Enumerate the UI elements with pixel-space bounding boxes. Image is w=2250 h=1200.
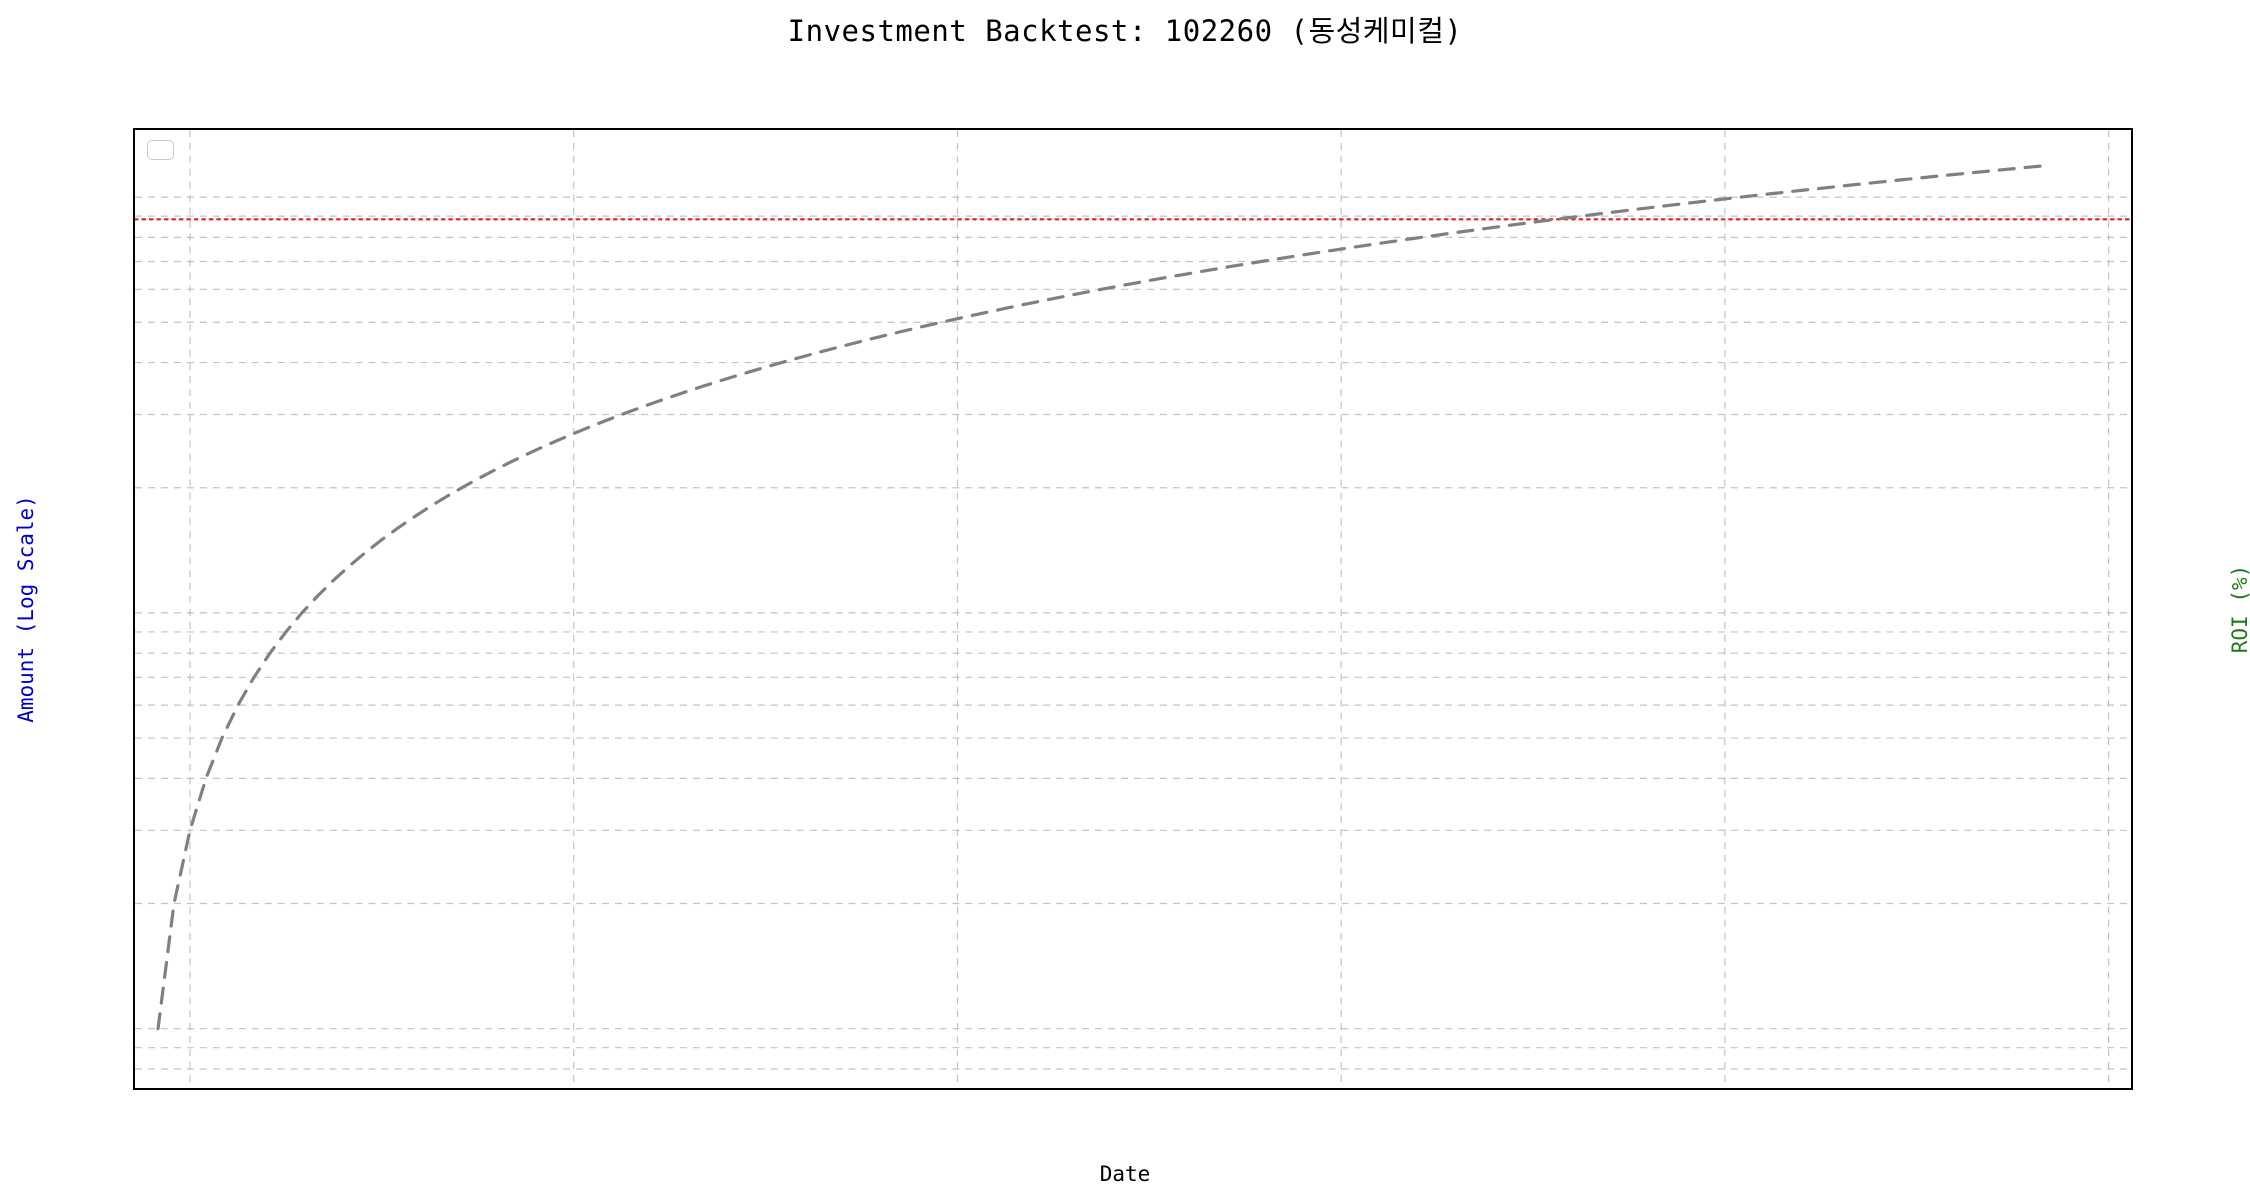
y-axis-right-label: ROI (%)	[2228, 564, 2250, 654]
plot-svg	[135, 130, 2131, 1088]
vertical-gridlines	[189, 130, 2110, 1088]
series-line	[156, 164, 2047, 1031]
x-axis-label: Date	[1099, 1162, 1151, 1186]
horizontal-gridlines	[135, 196, 2131, 1070]
data-series	[156, 164, 2047, 1031]
legend	[147, 140, 174, 160]
page-title: Investment Backtest: 102260 (동성케미컬)	[787, 14, 1463, 48]
plot-area	[133, 128, 2133, 1090]
y-axis-left-label: Amount (Log Scale)	[14, 495, 38, 723]
